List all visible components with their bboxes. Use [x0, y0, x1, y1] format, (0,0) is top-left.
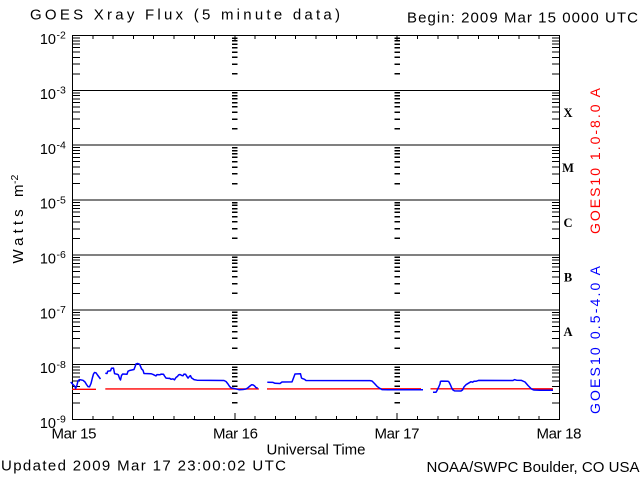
svg-text:Mar 15: Mar 15 [52, 426, 97, 443]
svg-text:-4: -4 [57, 139, 66, 151]
svg-text:-2: -2 [57, 30, 66, 42]
svg-text:10: 10 [40, 32, 56, 48]
svg-text:-7: -7 [57, 304, 66, 316]
svg-text:10: 10 [40, 252, 56, 268]
svg-text:M: M [562, 161, 574, 175]
svg-text:X: X [563, 106, 572, 120]
svg-text:Watts m: Watts m [10, 185, 27, 264]
svg-text:NOAA/SWPC Boulder, CO USA: NOAA/SWPC Boulder, CO USA [427, 459, 640, 476]
svg-text:Mar 18: Mar 18 [537, 426, 582, 443]
svg-text:A: A [563, 325, 572, 339]
svg-text:-8: -8 [57, 359, 66, 371]
svg-text:B: B [564, 271, 572, 285]
svg-text:10: 10 [40, 361, 56, 377]
svg-text:10: 10 [40, 142, 56, 158]
svg-text:GOES10 0.5-4.0 A: GOES10 0.5-4.0 A [587, 265, 603, 414]
svg-text:-2: -2 [9, 175, 21, 184]
svg-text:-9: -9 [57, 414, 66, 426]
svg-text:10: 10 [40, 87, 56, 103]
svg-text:-5: -5 [57, 194, 66, 206]
svg-text:Updated 2009 Mar 17 23:00:02 U: Updated 2009 Mar 17 23:00:02 UTC [1, 458, 286, 475]
svg-text:-6: -6 [57, 249, 66, 261]
svg-text:Begin: 2009 Mar 15 0000 UTC: Begin: 2009 Mar 15 0000 UTC [407, 10, 638, 27]
svg-text:10: 10 [40, 306, 56, 322]
svg-text:10: 10 [40, 197, 56, 213]
svg-text:Universal Time: Universal Time [267, 442, 366, 459]
svg-text:GOES10 1.0-8.0 A: GOES10 1.0-8.0 A [587, 87, 603, 234]
svg-text:C: C [563, 216, 572, 230]
svg-text:Mar 16: Mar 16 [213, 426, 258, 443]
svg-text:Mar 17: Mar 17 [375, 426, 420, 443]
svg-text:10: 10 [40, 416, 56, 432]
svg-text:-3: -3 [57, 85, 66, 97]
